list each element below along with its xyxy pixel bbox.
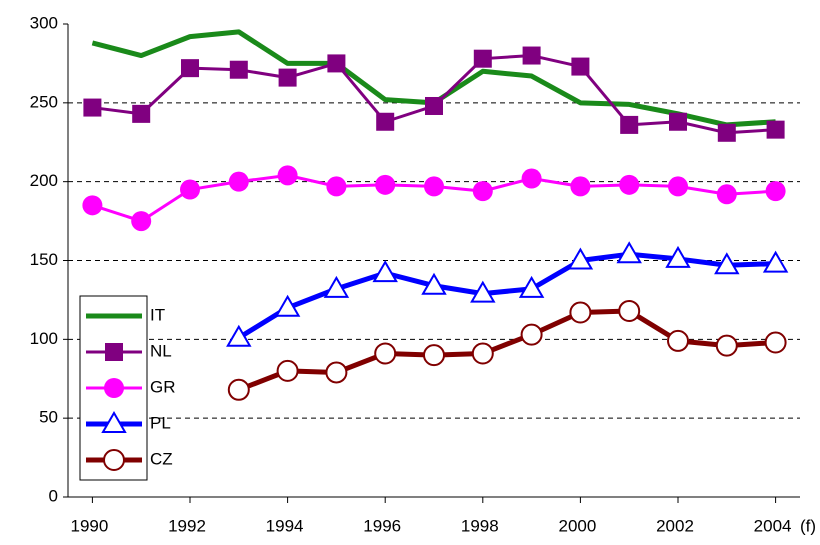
marker [518,275,545,298]
marker [376,112,395,131]
x-tick-label: 2004 [754,516,792,535]
marker [424,176,444,197]
marker [715,334,738,357]
y-tick-label: 300 [30,13,58,32]
marker [374,342,397,365]
marker [421,272,447,295]
series-line [237,251,776,340]
y-tick-label: 50 [39,408,58,427]
marker [619,174,640,195]
marker [278,68,297,87]
marker [521,168,542,189]
marker [323,275,350,298]
x-annotation: (f) [800,516,816,535]
marker [425,96,443,115]
marker [472,181,493,202]
marker [82,195,103,216]
marker [766,120,785,139]
marker [667,329,689,352]
legend-label: GR [150,377,176,396]
x-tick-label: 2002 [656,516,694,535]
marker [101,411,127,433]
marker [669,112,687,131]
marker [473,49,492,68]
x-tick-label: 2000 [558,516,596,535]
x-tick-label: 1998 [461,516,499,535]
x-tick-label: 1992 [168,516,206,535]
marker [228,171,249,192]
legend-label: CZ [150,449,173,468]
marker [665,245,691,268]
y-tick-label: 0 [49,486,58,505]
marker [570,176,591,197]
series-line [237,308,776,393]
x-tick-label: 1994 [266,516,304,535]
marker [277,165,298,186]
marker [668,176,688,197]
marker [765,181,786,202]
marker [620,115,639,134]
marker [276,359,299,382]
y-tick-label: 100 [30,329,58,348]
marker [567,247,594,270]
marker [618,299,641,322]
y-tick-label: 150 [30,250,58,269]
legend-label: PL [150,413,171,432]
marker [569,301,592,324]
marker [716,184,737,205]
marker [714,252,740,275]
marker [226,324,252,347]
x-tick-label: 1990 [70,516,108,535]
x-tick-label: 1996 [363,516,401,535]
marker [229,60,248,79]
marker [616,241,642,264]
marker [227,378,250,401]
marker [105,343,123,361]
marker [764,331,787,354]
marker [375,174,396,195]
marker [180,179,200,200]
marker [103,449,125,471]
marker [327,54,346,73]
marker [181,59,199,78]
legend-label: NL [150,341,172,360]
marker [470,280,496,303]
marker [274,294,301,317]
marker [571,57,590,76]
marker [717,123,736,142]
marker [423,344,445,367]
marker [471,342,494,365]
marker [83,98,102,117]
y-tick-label: 250 [30,92,58,111]
marker [520,323,543,346]
y-tick-label: 200 [30,171,58,190]
marker [325,361,348,384]
marker [372,260,398,283]
marker [131,211,152,232]
marker [132,104,151,123]
marker [326,176,347,197]
marker [522,46,541,65]
marker [104,378,124,398]
legend-label: IT [150,305,165,324]
marker [762,250,789,273]
